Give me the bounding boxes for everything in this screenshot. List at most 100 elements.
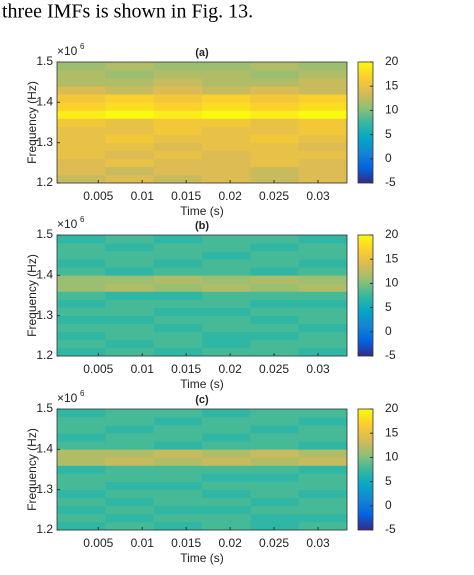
heatmap-cell	[105, 339, 154, 349]
heatmap-cell	[202, 481, 251, 490]
heatmap-cell	[105, 251, 154, 260]
x-tick-label: 0.01	[131, 536, 155, 550]
heatmap-cell	[57, 409, 106, 418]
colorbar-tick-label: -5	[385, 522, 396, 536]
heatmap-cell	[250, 489, 299, 499]
heatmap-cell	[57, 339, 106, 349]
heatmap-cell	[298, 489, 348, 499]
heatmap-cell	[298, 62, 348, 71]
heatmap-cell	[250, 150, 299, 160]
heatmap-cell	[153, 158, 203, 168]
heatmap-cell	[57, 110, 106, 119]
heatmap-cell	[250, 521, 299, 531]
heatmap-cell	[57, 142, 106, 152]
heatmap-cell	[250, 441, 299, 450]
heatmap-cell	[202, 142, 251, 152]
heatmap-cell	[153, 283, 203, 292]
heatmap-cell	[202, 267, 251, 276]
heatmap-cell	[57, 259, 106, 268]
heatmap-cell	[153, 267, 203, 276]
heatmap-cell	[153, 457, 203, 466]
heatmap-cell	[250, 118, 299, 127]
heatmap-cell	[57, 243, 106, 252]
x-tick-label: 0.03	[306, 536, 330, 550]
heatmap-cell	[153, 174, 203, 184]
heatmap-cell	[202, 307, 251, 316]
y-tick-label: 1.4	[36, 442, 53, 456]
x-tick-label: 0.005	[83, 189, 113, 203]
x-tick-label: 0.025	[259, 189, 289, 203]
y-scale-exponent: 6	[80, 42, 85, 51]
colorbar-tick-label: -5	[385, 175, 396, 189]
y-tick-label: 1.4	[36, 268, 53, 282]
heatmap-cell	[57, 283, 106, 292]
heatmap-cell	[105, 126, 154, 135]
heatmap-cell	[105, 323, 154, 333]
heatmap-cell	[202, 425, 251, 434]
heatmap-cell	[57, 275, 106, 284]
heatmap-cell	[250, 425, 299, 434]
x-axis-label: Time (s)	[180, 377, 224, 391]
heatmap-cell	[57, 299, 106, 308]
y-axis-label: Frequency (Hz)	[25, 254, 39, 337]
heatmap-cell	[250, 275, 299, 284]
heatmap-cell	[105, 118, 154, 127]
heatmap-cell	[57, 70, 106, 79]
heatmap-cell	[105, 315, 154, 325]
heatmap-cell	[105, 158, 154, 168]
y-tick-label: 1.4	[36, 95, 53, 109]
heatmap-cell	[298, 86, 348, 95]
heatmap-cell	[57, 473, 106, 482]
panel-title: (c)	[195, 394, 209, 406]
x-tick-label: 0.01	[131, 189, 155, 203]
heatmap-cell	[105, 235, 154, 244]
heatmap-cell	[250, 283, 299, 292]
heatmap-cell	[153, 110, 203, 119]
heatmap-cell	[153, 409, 203, 418]
heatmap-cell	[202, 505, 251, 515]
heatmap-cell	[153, 505, 203, 515]
heatmap-cell	[298, 417, 348, 426]
x-tick-label: 0.005	[83, 536, 113, 550]
colorbar-tick-label: 5	[385, 127, 392, 141]
heatmap-cell	[105, 291, 154, 300]
heatmap-cell	[202, 259, 251, 268]
heatmap-cell	[298, 78, 348, 87]
heatmap-cell	[298, 118, 348, 127]
heatmap-cell	[105, 299, 154, 308]
heatmap-cell	[105, 465, 154, 474]
heatmap-cell	[105, 174, 154, 184]
heatmap-cell	[298, 449, 348, 458]
heatmap-cell	[298, 150, 348, 160]
heatmap-cell	[250, 267, 299, 276]
heatmap-cell	[105, 505, 154, 515]
heatmap-cell	[57, 497, 106, 507]
heatmap-cell	[105, 62, 154, 71]
heatmap-cell	[250, 473, 299, 482]
heatmap-cell	[298, 521, 348, 531]
heatmap-cell	[202, 465, 251, 474]
heatmap-cell	[202, 275, 251, 284]
x-tick-label: 0.02	[218, 362, 242, 376]
heatmap-cell	[250, 481, 299, 490]
heatmap-cell	[57, 425, 106, 434]
colorbar	[357, 408, 374, 531]
heatmap-cell	[153, 441, 203, 450]
heatmap-cell	[105, 166, 154, 176]
heatmap-cell	[202, 339, 251, 349]
y-scale-base: ×10	[57, 217, 78, 231]
heatmap-cell	[298, 134, 348, 143]
x-tick-label: 0.03	[306, 189, 330, 203]
heatmap-cell	[250, 110, 299, 119]
heatmap-cell	[57, 513, 106, 523]
panel-title: (b)	[195, 220, 209, 232]
heatmap-cell	[202, 94, 251, 103]
heatmap-cell	[57, 291, 106, 300]
heatmap-cell	[57, 441, 106, 450]
heatmap-cell	[298, 166, 348, 176]
heatmap-cell	[153, 347, 203, 357]
heatmap-cell	[250, 70, 299, 79]
colorbar-tick-label: 15	[385, 251, 399, 265]
colorbar-tick-label: 0	[385, 498, 392, 512]
